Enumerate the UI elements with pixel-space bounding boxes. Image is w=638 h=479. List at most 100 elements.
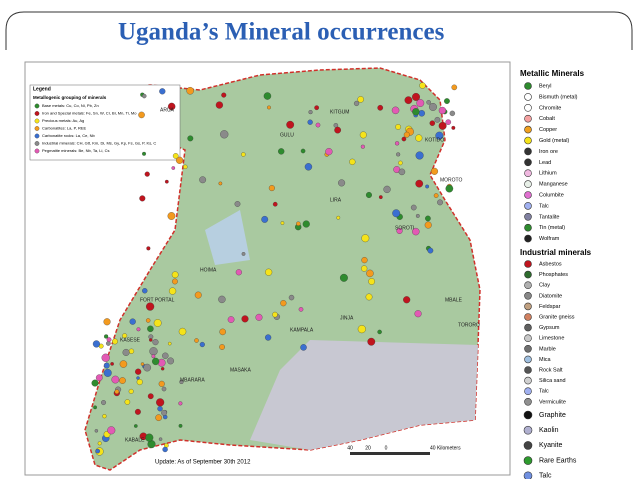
occurrence-dot bbox=[412, 92, 420, 101]
occurrence-dot bbox=[261, 215, 269, 223]
occurrence-dot bbox=[438, 121, 447, 130]
occurrence-dot bbox=[187, 135, 194, 142]
legend-marker bbox=[524, 180, 532, 188]
legend-label: Lithium bbox=[539, 171, 557, 177]
legend-label: Feldspar bbox=[539, 304, 561, 310]
inset-legend-label: Carbonatite rocks: La, Ce, Nb bbox=[42, 133, 95, 138]
occurrence-dot bbox=[437, 199, 443, 206]
occurrence-dot bbox=[268, 185, 275, 192]
legend-marker bbox=[524, 223, 532, 232]
inset-legend-label: Iron and Special metals: Fe, Sn, W, Cr, … bbox=[42, 111, 137, 116]
occurrence-dot bbox=[114, 389, 120, 395]
occurrence-dot bbox=[178, 423, 183, 428]
occurrence-dot bbox=[136, 379, 143, 386]
legend-label: Chromite bbox=[539, 105, 561, 111]
occurrence-dot bbox=[300, 344, 307, 351]
occurrence-dot bbox=[357, 325, 366, 334]
inset-legend-swatch bbox=[34, 141, 40, 146]
place-label: MBALE bbox=[445, 297, 463, 303]
inset-legend-swatch bbox=[34, 118, 40, 124]
occurrence-dot bbox=[194, 338, 199, 343]
occurrence-dot bbox=[162, 352, 169, 359]
legend-label: Diatomite bbox=[539, 293, 562, 299]
occurrence-dot bbox=[136, 327, 141, 332]
occurrence-dot bbox=[396, 152, 401, 157]
legend-label: Limestone bbox=[539, 336, 564, 342]
legend-marker bbox=[524, 355, 532, 364]
occurrence-dot bbox=[412, 108, 420, 116]
occurrence-dot bbox=[360, 144, 365, 149]
inset-legend-swatch bbox=[34, 148, 40, 154]
occurrence-dot bbox=[215, 101, 224, 109]
legend-label: Asbestos bbox=[539, 261, 562, 267]
occurrence-dot bbox=[104, 334, 109, 339]
occurrence-dot bbox=[429, 120, 436, 126]
occurrence-dot bbox=[412, 227, 420, 236]
scale-tick-label: 20 bbox=[365, 445, 371, 451]
legend-marker bbox=[524, 114, 532, 123]
legend-label: Clay bbox=[539, 283, 550, 289]
legend-label: Talc bbox=[539, 203, 549, 209]
occurrence-dot bbox=[143, 363, 151, 372]
occurrence-dot bbox=[315, 122, 321, 128]
inset-legend-label: Pegmatite minerals: Be, Nb, Ta, Li, Cs bbox=[42, 148, 110, 153]
occurrence-dot bbox=[178, 401, 183, 406]
occurrence-dot bbox=[353, 100, 360, 107]
occurrence-dot bbox=[171, 271, 179, 279]
occurrence-dot bbox=[415, 134, 423, 142]
legend-label: Copper bbox=[539, 127, 557, 133]
occurrence-dot bbox=[103, 368, 112, 377]
occurrence-dot bbox=[395, 124, 401, 130]
occurrence-dot bbox=[221, 92, 227, 98]
occurrence-dot bbox=[434, 116, 441, 123]
occurrence-dot bbox=[219, 344, 225, 350]
occurrence-dot bbox=[366, 269, 374, 278]
occurrence-dot bbox=[314, 105, 319, 111]
occurrence-dot bbox=[451, 125, 456, 130]
occurrence-dot bbox=[241, 152, 246, 157]
place-label: HOIMA bbox=[200, 267, 217, 273]
legend-marker bbox=[524, 313, 532, 321]
place-label: KASESE bbox=[120, 337, 141, 343]
occurrence-dot bbox=[144, 171, 150, 177]
legend-marker bbox=[524, 104, 532, 112]
occurrence-dot bbox=[280, 300, 287, 307]
legend-marker bbox=[524, 281, 532, 290]
legend-marker bbox=[524, 302, 532, 311]
inset-legend-swatch bbox=[34, 111, 40, 116]
occurrence-dot bbox=[156, 398, 165, 407]
occurrence-dot bbox=[172, 153, 179, 159]
occurrence-dot bbox=[134, 408, 141, 415]
occurrence-dot bbox=[308, 110, 313, 115]
legend-label: Kaolin bbox=[539, 427, 559, 434]
occurrence-dot bbox=[107, 426, 116, 435]
occurrence-dot bbox=[135, 368, 142, 375]
occurrence-dot bbox=[307, 119, 313, 125]
occurrence-dot bbox=[103, 318, 111, 326]
occurrence-dot bbox=[178, 327, 187, 336]
inset-legend-label: Precious metals: Au, Ag bbox=[42, 118, 84, 123]
lake-victoria bbox=[250, 340, 478, 450]
scale-label: 40 Kilometers bbox=[430, 445, 461, 451]
legend-marker bbox=[524, 344, 532, 353]
occurrence-dot bbox=[349, 158, 356, 165]
occurrence-dot bbox=[415, 214, 420, 218]
occurrence-dot bbox=[296, 221, 301, 226]
legend-label: Graphite bbox=[539, 412, 566, 419]
occurrence-dot bbox=[183, 164, 188, 170]
inset-legend-swatch bbox=[34, 103, 40, 109]
inset-legend-box bbox=[29, 84, 181, 161]
occurrence-dot bbox=[175, 156, 184, 164]
occurrence-dot bbox=[158, 437, 163, 441]
occurrence-dot bbox=[241, 315, 249, 323]
occurrence-dot bbox=[265, 334, 272, 341]
place-label: SOROTI bbox=[395, 225, 414, 231]
occurrence-dot bbox=[159, 88, 166, 95]
place-label: KITGUM bbox=[330, 109, 349, 115]
title: Uganda’s Mineral occurrences bbox=[118, 19, 445, 46]
legend-marker bbox=[523, 425, 533, 435]
occurrence-dot bbox=[218, 295, 226, 304]
occurrence-dot bbox=[153, 319, 162, 327]
legend-label: Talc bbox=[539, 389, 549, 395]
occurrence-dot bbox=[129, 318, 136, 325]
